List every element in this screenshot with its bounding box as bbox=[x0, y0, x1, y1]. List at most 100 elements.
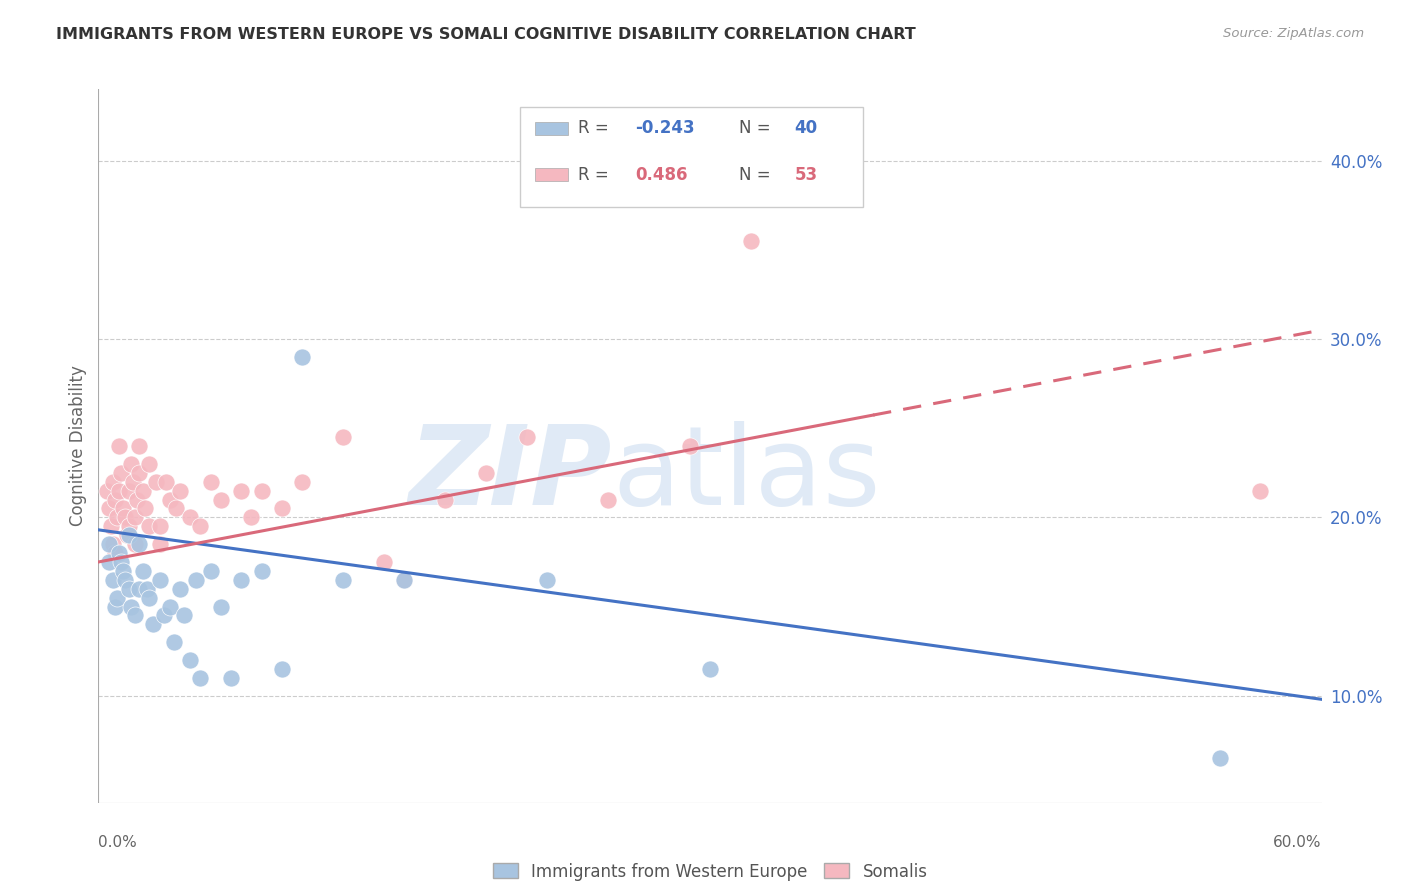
Text: 60.0%: 60.0% bbox=[1274, 835, 1322, 850]
Text: ZIP: ZIP bbox=[409, 421, 612, 528]
Text: IMMIGRANTS FROM WESTERN EUROPE VS SOMALI COGNITIVE DISABILITY CORRELATION CHART: IMMIGRANTS FROM WESTERN EUROPE VS SOMALI… bbox=[56, 27, 915, 42]
Point bbox=[332, 573, 354, 587]
Point bbox=[108, 439, 131, 453]
Point bbox=[186, 573, 208, 587]
Point bbox=[97, 555, 120, 569]
Point bbox=[536, 573, 558, 587]
Point bbox=[516, 430, 538, 444]
Point bbox=[97, 537, 120, 551]
Text: -0.243: -0.243 bbox=[636, 120, 695, 137]
Point bbox=[270, 501, 294, 516]
Point bbox=[134, 501, 156, 516]
Point bbox=[231, 573, 253, 587]
Point bbox=[96, 483, 118, 498]
Point bbox=[1209, 751, 1232, 765]
Point bbox=[699, 662, 721, 676]
Text: Source: ZipAtlas.com: Source: ZipAtlas.com bbox=[1223, 27, 1364, 40]
Point bbox=[111, 564, 134, 578]
Text: 0.0%: 0.0% bbox=[98, 835, 138, 850]
Point bbox=[740, 234, 762, 248]
Point bbox=[142, 617, 165, 632]
Point bbox=[373, 555, 395, 569]
Point bbox=[118, 582, 141, 596]
Point bbox=[128, 582, 150, 596]
Point bbox=[127, 492, 149, 507]
Point bbox=[155, 475, 177, 489]
Point bbox=[152, 608, 174, 623]
Point bbox=[392, 573, 416, 587]
Point bbox=[159, 492, 181, 507]
Point bbox=[474, 466, 498, 480]
Point bbox=[149, 537, 172, 551]
Point bbox=[138, 591, 160, 605]
Point bbox=[163, 635, 186, 649]
Point bbox=[173, 608, 195, 623]
Point bbox=[188, 519, 212, 533]
Point bbox=[332, 430, 354, 444]
Point bbox=[120, 599, 142, 614]
Point bbox=[165, 501, 187, 516]
Point bbox=[136, 582, 159, 596]
Point bbox=[104, 546, 127, 560]
Point bbox=[128, 466, 150, 480]
Point bbox=[188, 671, 212, 685]
Point bbox=[114, 573, 136, 587]
Point bbox=[101, 537, 124, 551]
Point bbox=[108, 546, 131, 560]
Y-axis label: Cognitive Disability: Cognitive Disability bbox=[69, 366, 87, 526]
Text: N =: N = bbox=[740, 120, 776, 137]
Text: N =: N = bbox=[740, 166, 776, 184]
Point bbox=[209, 599, 232, 614]
Text: 0.486: 0.486 bbox=[636, 166, 688, 184]
Point bbox=[200, 475, 222, 489]
Point bbox=[179, 653, 201, 667]
Point bbox=[100, 519, 122, 533]
Point bbox=[159, 599, 181, 614]
Point bbox=[138, 457, 160, 471]
Text: 40: 40 bbox=[794, 120, 817, 137]
Bar bbox=[536, 122, 568, 135]
Point bbox=[250, 483, 273, 498]
Point bbox=[138, 519, 160, 533]
Point bbox=[434, 492, 457, 507]
Point bbox=[101, 475, 124, 489]
Point bbox=[108, 483, 131, 498]
Point bbox=[114, 510, 136, 524]
Point bbox=[118, 483, 141, 498]
Point bbox=[97, 501, 120, 516]
Point bbox=[250, 564, 273, 578]
Point bbox=[200, 564, 222, 578]
Text: R =: R = bbox=[578, 166, 614, 184]
Point bbox=[598, 492, 620, 507]
Text: 53: 53 bbox=[794, 166, 817, 184]
Point bbox=[115, 528, 138, 542]
Point bbox=[128, 537, 150, 551]
Legend: Immigrants from Western Europe, Somalis: Immigrants from Western Europe, Somalis bbox=[486, 856, 934, 888]
Point bbox=[110, 555, 132, 569]
Point bbox=[105, 510, 128, 524]
Point bbox=[104, 492, 127, 507]
Point bbox=[120, 457, 142, 471]
Point bbox=[219, 671, 242, 685]
Point bbox=[169, 483, 191, 498]
Point bbox=[124, 537, 146, 551]
Point bbox=[679, 439, 702, 453]
Text: atlas: atlas bbox=[612, 421, 880, 528]
Point bbox=[110, 466, 132, 480]
Point bbox=[122, 475, 145, 489]
Point bbox=[149, 573, 172, 587]
Point bbox=[101, 573, 124, 587]
Point bbox=[169, 582, 191, 596]
Point bbox=[209, 492, 232, 507]
Point bbox=[291, 350, 314, 364]
Point bbox=[270, 662, 294, 676]
Point bbox=[104, 599, 127, 614]
Point bbox=[231, 483, 253, 498]
Point bbox=[149, 519, 172, 533]
Point bbox=[132, 564, 155, 578]
Point bbox=[179, 510, 201, 524]
Point bbox=[291, 475, 314, 489]
Point bbox=[111, 501, 134, 516]
Text: R =: R = bbox=[578, 120, 614, 137]
Point bbox=[128, 439, 150, 453]
